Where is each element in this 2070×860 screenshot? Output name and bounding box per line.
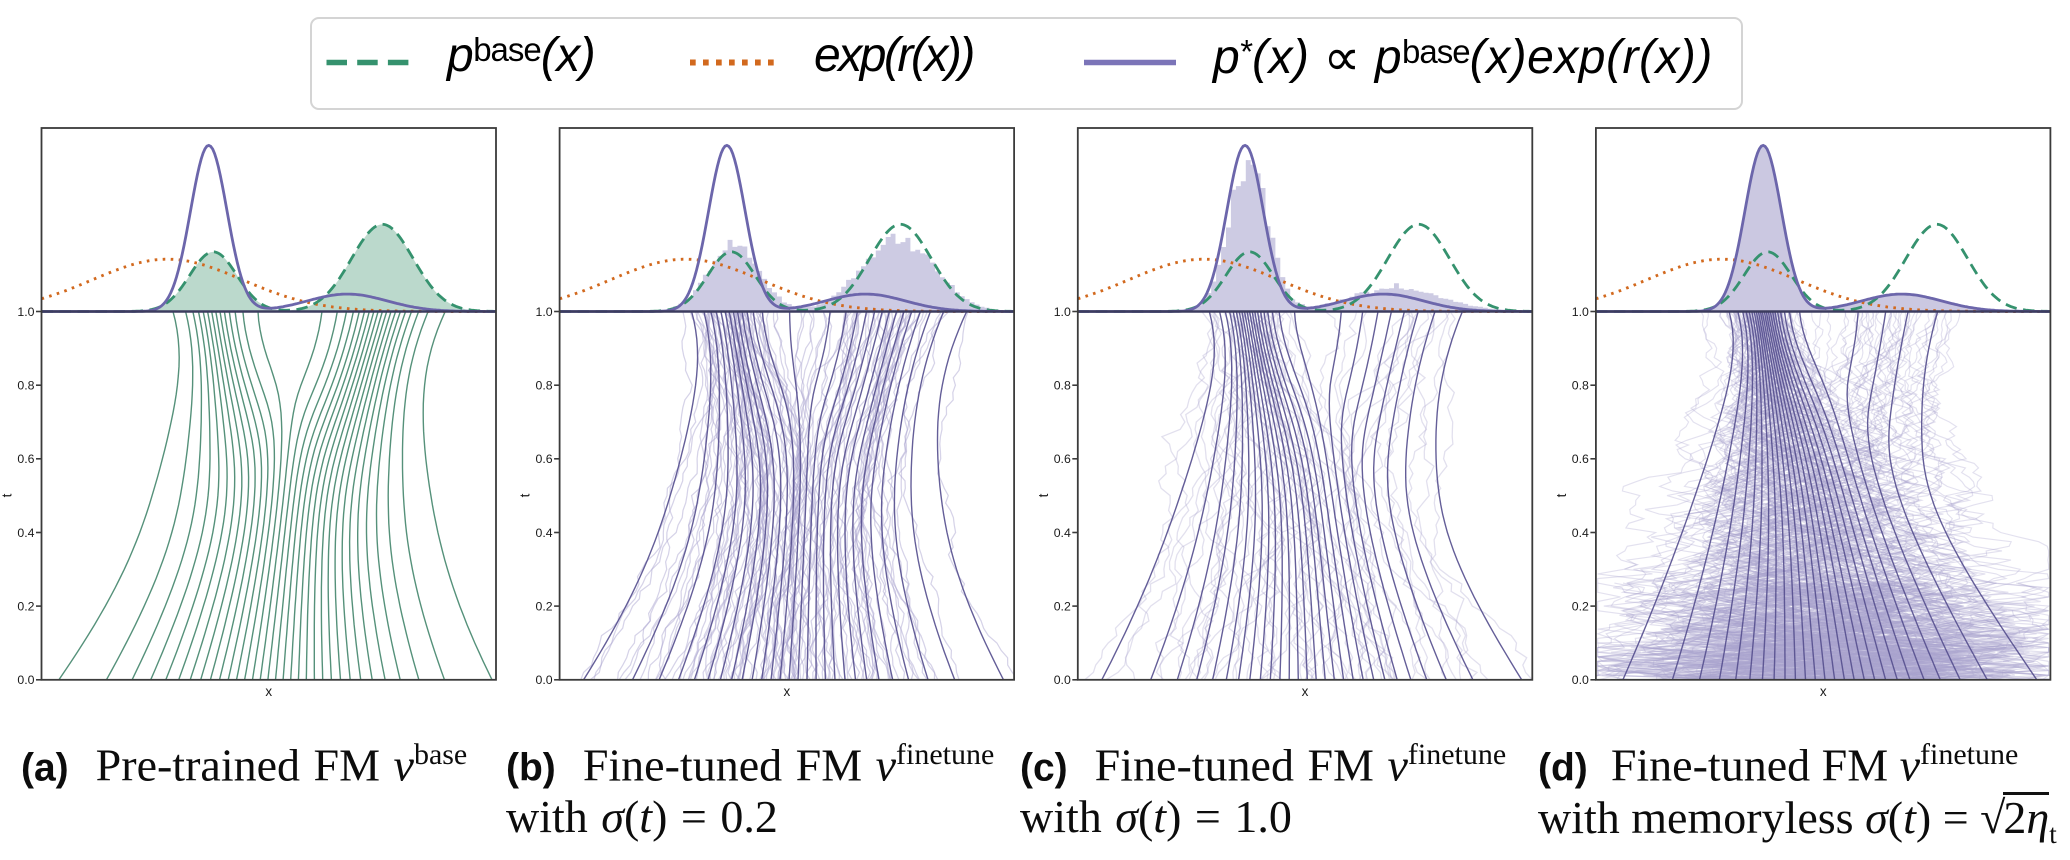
svg-text:0.4: 0.4 [1572, 526, 1589, 540]
svg-text:0.8: 0.8 [1054, 379, 1071, 393]
svg-text:0.0: 0.0 [1054, 673, 1071, 687]
svg-text:0.0: 0.0 [17, 673, 34, 687]
svg-text:0.6: 0.6 [1054, 452, 1071, 466]
svg-text:0.4: 0.4 [1054, 526, 1071, 540]
svg-text:0.0: 0.0 [535, 673, 552, 687]
svg-text:t: t [0, 493, 15, 497]
svg-text:0.0: 0.0 [1572, 673, 1589, 687]
svg-text:x: x [1820, 684, 1827, 699]
svg-text:0.8: 0.8 [17, 379, 34, 393]
svg-text:t: t [518, 493, 533, 497]
svg-text:0.8: 0.8 [535, 379, 552, 393]
svg-text:0.2: 0.2 [1054, 600, 1071, 614]
svg-text:0.4: 0.4 [17, 526, 34, 540]
svg-text:0.4: 0.4 [535, 526, 552, 540]
svg-text:t: t [1554, 493, 1569, 497]
svg-text:1.0: 1.0 [535, 305, 552, 319]
svg-text:1.0: 1.0 [1054, 305, 1071, 319]
svg-text:0.2: 0.2 [1572, 600, 1589, 614]
svg-text:t: t [1036, 493, 1051, 497]
svg-text:1.0: 1.0 [1572, 305, 1589, 319]
svg-text:x: x [784, 684, 791, 699]
svg-text:0.8: 0.8 [1572, 379, 1589, 393]
svg-text:x: x [265, 684, 272, 699]
svg-text:0.2: 0.2 [535, 600, 552, 614]
svg-text:0.6: 0.6 [1572, 452, 1589, 466]
svg-text:x: x [1302, 684, 1309, 699]
svg-text:1.0: 1.0 [17, 305, 34, 319]
svg-text:0.6: 0.6 [535, 452, 552, 466]
svg-text:0.2: 0.2 [17, 600, 34, 614]
svg-text:0.6: 0.6 [17, 452, 34, 466]
